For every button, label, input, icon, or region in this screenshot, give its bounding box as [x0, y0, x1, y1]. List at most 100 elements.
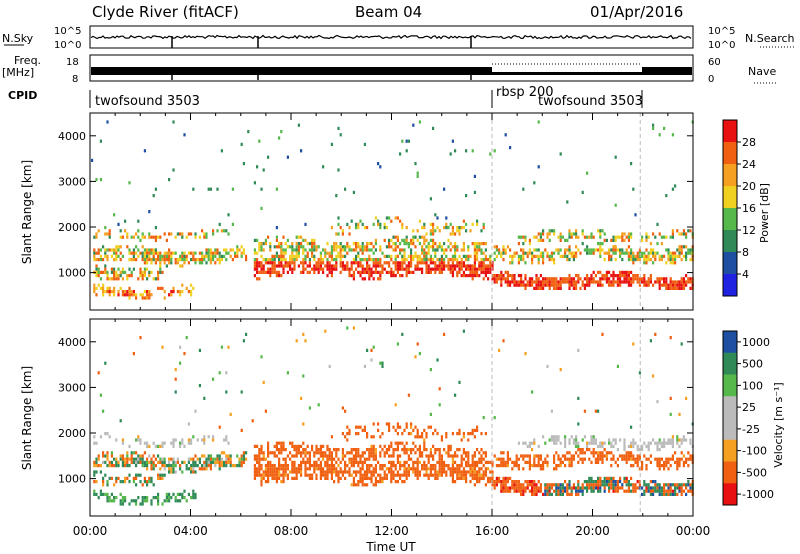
power-cell-1627	[594, 280, 597, 284]
velocity-cell-1403	[522, 457, 525, 461]
velocity-cell-1671	[597, 409, 600, 413]
velocity-cell-1556	[564, 489, 567, 493]
power-cell-909	[392, 248, 395, 252]
power-cell-150	[132, 248, 135, 252]
power-cell-1316	[495, 274, 498, 278]
velocity-cell-1177	[454, 451, 457, 455]
power-cell-1111	[440, 264, 443, 268]
power-cell-238	[154, 248, 157, 252]
power-cell-764	[352, 242, 355, 246]
velocity-cell-1842	[643, 483, 646, 487]
power-cell-1830	[652, 283, 655, 287]
power-cell-678	[328, 254, 331, 258]
power-cell-906	[390, 274, 393, 278]
power-cell-481	[264, 270, 267, 274]
power-cell-1926	[680, 286, 683, 290]
power-cell-339	[192, 254, 195, 258]
power-cell-1946	[687, 251, 690, 255]
velocity-cell-352	[207, 454, 210, 458]
velocity-cell-763	[348, 457, 351, 461]
power-cell-1192	[462, 226, 465, 230]
power-cell-1717	[621, 248, 624, 252]
power-cell-1027	[421, 261, 424, 265]
power-cell-925	[396, 235, 399, 239]
power-cell-1183	[458, 270, 461, 274]
velocity-cell-728	[337, 464, 340, 468]
power-cell-57	[106, 258, 109, 262]
power-cell-192	[143, 261, 146, 265]
power-cell-61	[106, 286, 109, 290]
power-cell-1844	[658, 258, 661, 262]
velocity-cell-925	[388, 428, 391, 432]
velocity-cell-283	[181, 441, 184, 445]
power-cell-1265	[480, 251, 483, 255]
power-colorbar-tick-label-0: 28	[742, 136, 756, 149]
power-cell-60	[106, 277, 109, 281]
velocity-cell-1769	[623, 454, 626, 458]
velocity-cell-1661	[592, 489, 595, 493]
velocity-cell-287	[181, 496, 184, 500]
velocity-cell-1550	[564, 444, 567, 448]
power-cell-1196	[462, 254, 465, 258]
power-cell-1745	[627, 274, 630, 278]
velocity-cell-939	[390, 473, 393, 477]
power-cell-1888	[671, 235, 674, 239]
velocity-cell-279	[179, 467, 182, 471]
power-cell-1706	[619, 248, 622, 252]
power-cell-1229	[471, 274, 474, 278]
power-cell-1133	[447, 261, 450, 265]
power-cell-694	[333, 242, 336, 246]
velocity-cell-145	[139, 438, 142, 442]
power-cell-1399	[524, 274, 527, 278]
velocity-cell-1545	[561, 489, 564, 493]
velocity-cell-1625	[583, 457, 586, 461]
velocity-cell-1707	[603, 486, 606, 490]
velocity-cell-1821	[636, 464, 639, 468]
velocity-cell-217	[159, 476, 162, 480]
velocity-cell-663	[319, 454, 322, 458]
power-cell-372	[209, 187, 212, 191]
velocity-cell-1920	[665, 460, 668, 464]
velocity-cell-773	[350, 473, 353, 477]
power-cell-519	[278, 136, 281, 140]
velocity-cell-1202	[460, 457, 463, 461]
power-cell-1267	[480, 261, 483, 265]
velocity-cell-1975	[678, 464, 681, 468]
velocity-cell-46	[106, 480, 109, 484]
power-cell-4	[93, 254, 96, 258]
power-cell-815	[366, 226, 369, 230]
velocity-cell-1900	[658, 492, 661, 496]
power-cell-1369	[515, 283, 518, 287]
power-cell-1719	[621, 258, 624, 262]
velocity-cell-486	[267, 473, 270, 477]
power-cell-1003	[414, 267, 417, 271]
velocity-cell-1385	[515, 483, 518, 487]
power-cell-1694	[614, 248, 617, 252]
power-cell-117	[121, 277, 124, 281]
velocity-cell-1761	[621, 454, 624, 458]
velocity-cell-646	[315, 444, 318, 448]
velocity-cell-1440	[531, 492, 534, 496]
power-cell-409	[227, 232, 230, 236]
power-cell-673	[326, 261, 329, 265]
velocity-cell-1767	[623, 444, 626, 448]
power-cell-1110	[440, 261, 443, 265]
power-cell-937	[399, 251, 402, 255]
velocity-cell-1167	[451, 454, 454, 458]
power-cell-1077	[432, 248, 435, 252]
power-cell-544	[282, 267, 285, 271]
velocity-cell-435	[253, 476, 256, 480]
power-cell-1015	[418, 235, 421, 239]
velocity-cell-1749	[616, 448, 619, 452]
velocity-cell-1554	[564, 480, 567, 484]
power-cell-1157	[454, 149, 457, 153]
freq-label: Freq.	[14, 54, 41, 67]
velocity-cell-1290	[482, 470, 485, 474]
velocity-cell-57	[110, 451, 113, 455]
velocity-cell-1860	[649, 441, 652, 445]
power-cell-1624	[592, 280, 595, 284]
velocity-cell-2001	[685, 492, 688, 496]
power-cell-797	[361, 222, 364, 226]
power-cell-1654	[603, 251, 606, 255]
velocity-cell-143	[137, 496, 140, 500]
